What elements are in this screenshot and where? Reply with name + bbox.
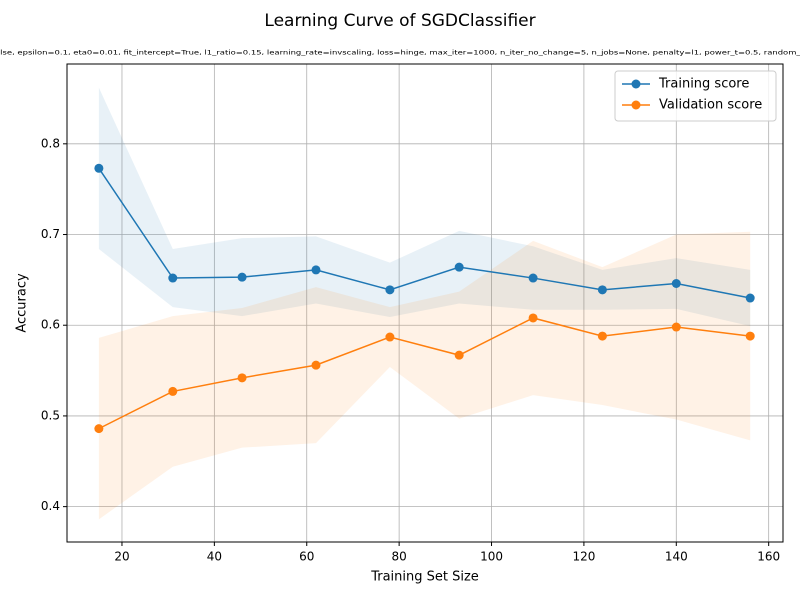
legend: Training score Validation score [614, 70, 777, 122]
x-tick-label: 20 [114, 550, 129, 564]
x-tick-label: 120 [572, 550, 595, 564]
plot-frame [66, 63, 784, 543]
y-tick-label: 0.6 [41, 318, 60, 332]
data-point [168, 386, 178, 396]
legend-marker [631, 100, 641, 110]
x-tick-label: 60 [299, 550, 314, 564]
x-tick-label: 140 [665, 550, 688, 564]
x-tick-label: 100 [480, 550, 503, 564]
y-tick-label: 0.7 [41, 227, 60, 241]
data-point [94, 163, 104, 173]
x-tick-label: 80 [391, 550, 406, 564]
x-axis-label: Training Set Size [370, 570, 479, 585]
chart-subtitle: alse, epsilon=0.1, eta0=0.01, fit_interc… [0, 50, 800, 57]
data-point [454, 350, 464, 360]
data-point [237, 272, 247, 282]
x-tick-label: 160 [757, 550, 780, 564]
data-point [454, 262, 464, 272]
data-point [311, 360, 321, 370]
x-tick-label: 40 [207, 550, 222, 564]
y-tick-label: 0.8 [41, 136, 60, 150]
data-point [671, 322, 681, 332]
data-point [528, 273, 538, 283]
data-point [94, 424, 104, 434]
data-point [671, 278, 681, 288]
data-point [237, 373, 247, 383]
data-point [745, 293, 755, 303]
y-tick-label: 0.4 [41, 499, 60, 513]
legend-marker [631, 79, 641, 89]
std-band [98, 231, 751, 520]
data-point [385, 285, 395, 295]
series-line [98, 317, 751, 430]
std-band [98, 87, 751, 327]
y-tick-label: 0.5 [41, 408, 60, 422]
legend-label: Validation score [659, 98, 762, 113]
data-point [745, 331, 755, 341]
y-axis-label: Accuracy [15, 273, 30, 333]
data-point [311, 265, 321, 275]
data-point [168, 273, 178, 283]
legend-box [614, 70, 777, 122]
data-point [597, 331, 607, 341]
series-line [98, 167, 751, 299]
legend-label: Training score [658, 77, 749, 92]
data-point [528, 313, 538, 323]
chart-title: Learning Curve of SGDClassifier [264, 11, 535, 31]
data-point [597, 285, 607, 295]
data-point [385, 332, 395, 342]
